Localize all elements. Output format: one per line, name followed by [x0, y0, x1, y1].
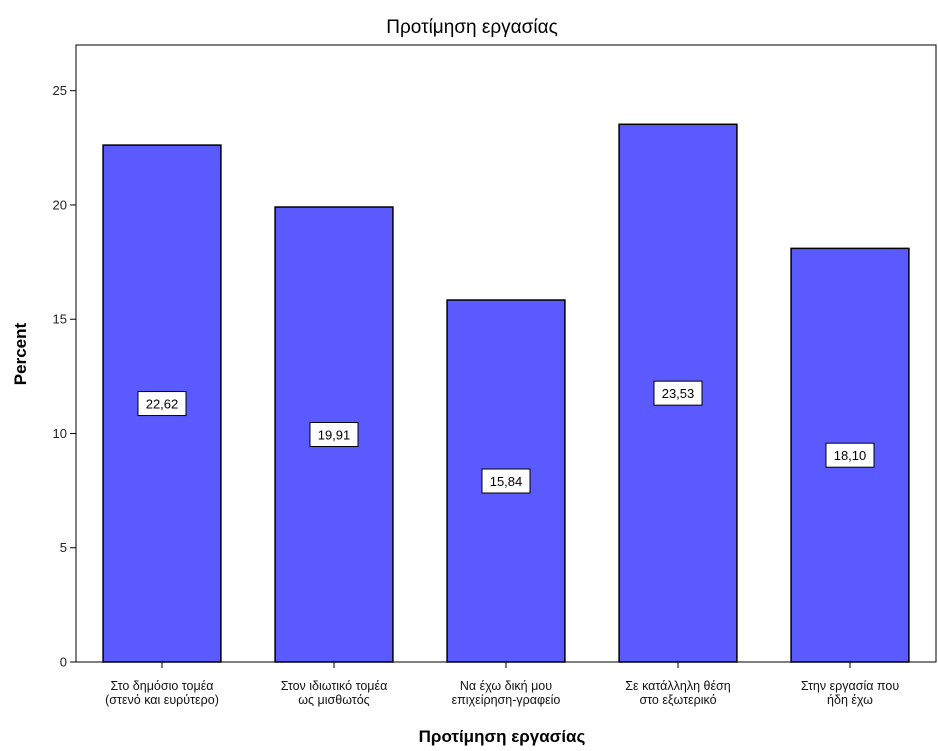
y-axis-label: Percent: [11, 322, 30, 385]
y-tick-label: 25: [53, 83, 67, 98]
category-label: Να έχω δική μου: [460, 679, 552, 693]
category-label: επιχείρηση-γραφείο: [452, 693, 561, 707]
data-label-box: [309, 422, 359, 448]
plot-area: 0 5 10 15 20 25 22,62 Στο δημόσιο τομέα(στενό κ…: [53, 44, 937, 707]
data-label: 15,84: [490, 474, 523, 489]
category-label: Στον ιδιωτικό τομέα: [281, 679, 388, 693]
data-label-box: [481, 468, 531, 494]
x-axis-label: Προτίμηση εργασίας: [419, 727, 586, 746]
category-label: στο εξωτερικό: [639, 693, 716, 707]
y-tick-label: 15: [53, 312, 67, 327]
category-label: Στην εργασία που: [801, 679, 899, 693]
data-label-box: [825, 442, 875, 468]
data-label-box: [653, 380, 703, 406]
data-label: 22,62: [146, 397, 179, 412]
y-tick-label: 0: [60, 655, 67, 670]
y-tick-label: 10: [53, 426, 67, 441]
data-label-box: [137, 391, 187, 417]
data-label: 18,10: [834, 448, 867, 463]
chart-title: Προτίμηση εργασίας: [386, 17, 558, 38]
y-tick-label: 5: [60, 540, 67, 555]
category-label: Στο δημόσιο τομέα: [110, 679, 213, 693]
category-label: (στενό και ευρύτερο): [105, 693, 219, 707]
category-label: ως μισθωτός: [298, 693, 369, 707]
data-label: 19,91: [318, 428, 351, 443]
category-label: Σε κατάλληλη θέση: [625, 679, 730, 693]
category-label: ήδη έχω: [827, 693, 873, 707]
data-label: 23,53: [662, 386, 695, 401]
y-tick-label: 20: [53, 197, 67, 212]
